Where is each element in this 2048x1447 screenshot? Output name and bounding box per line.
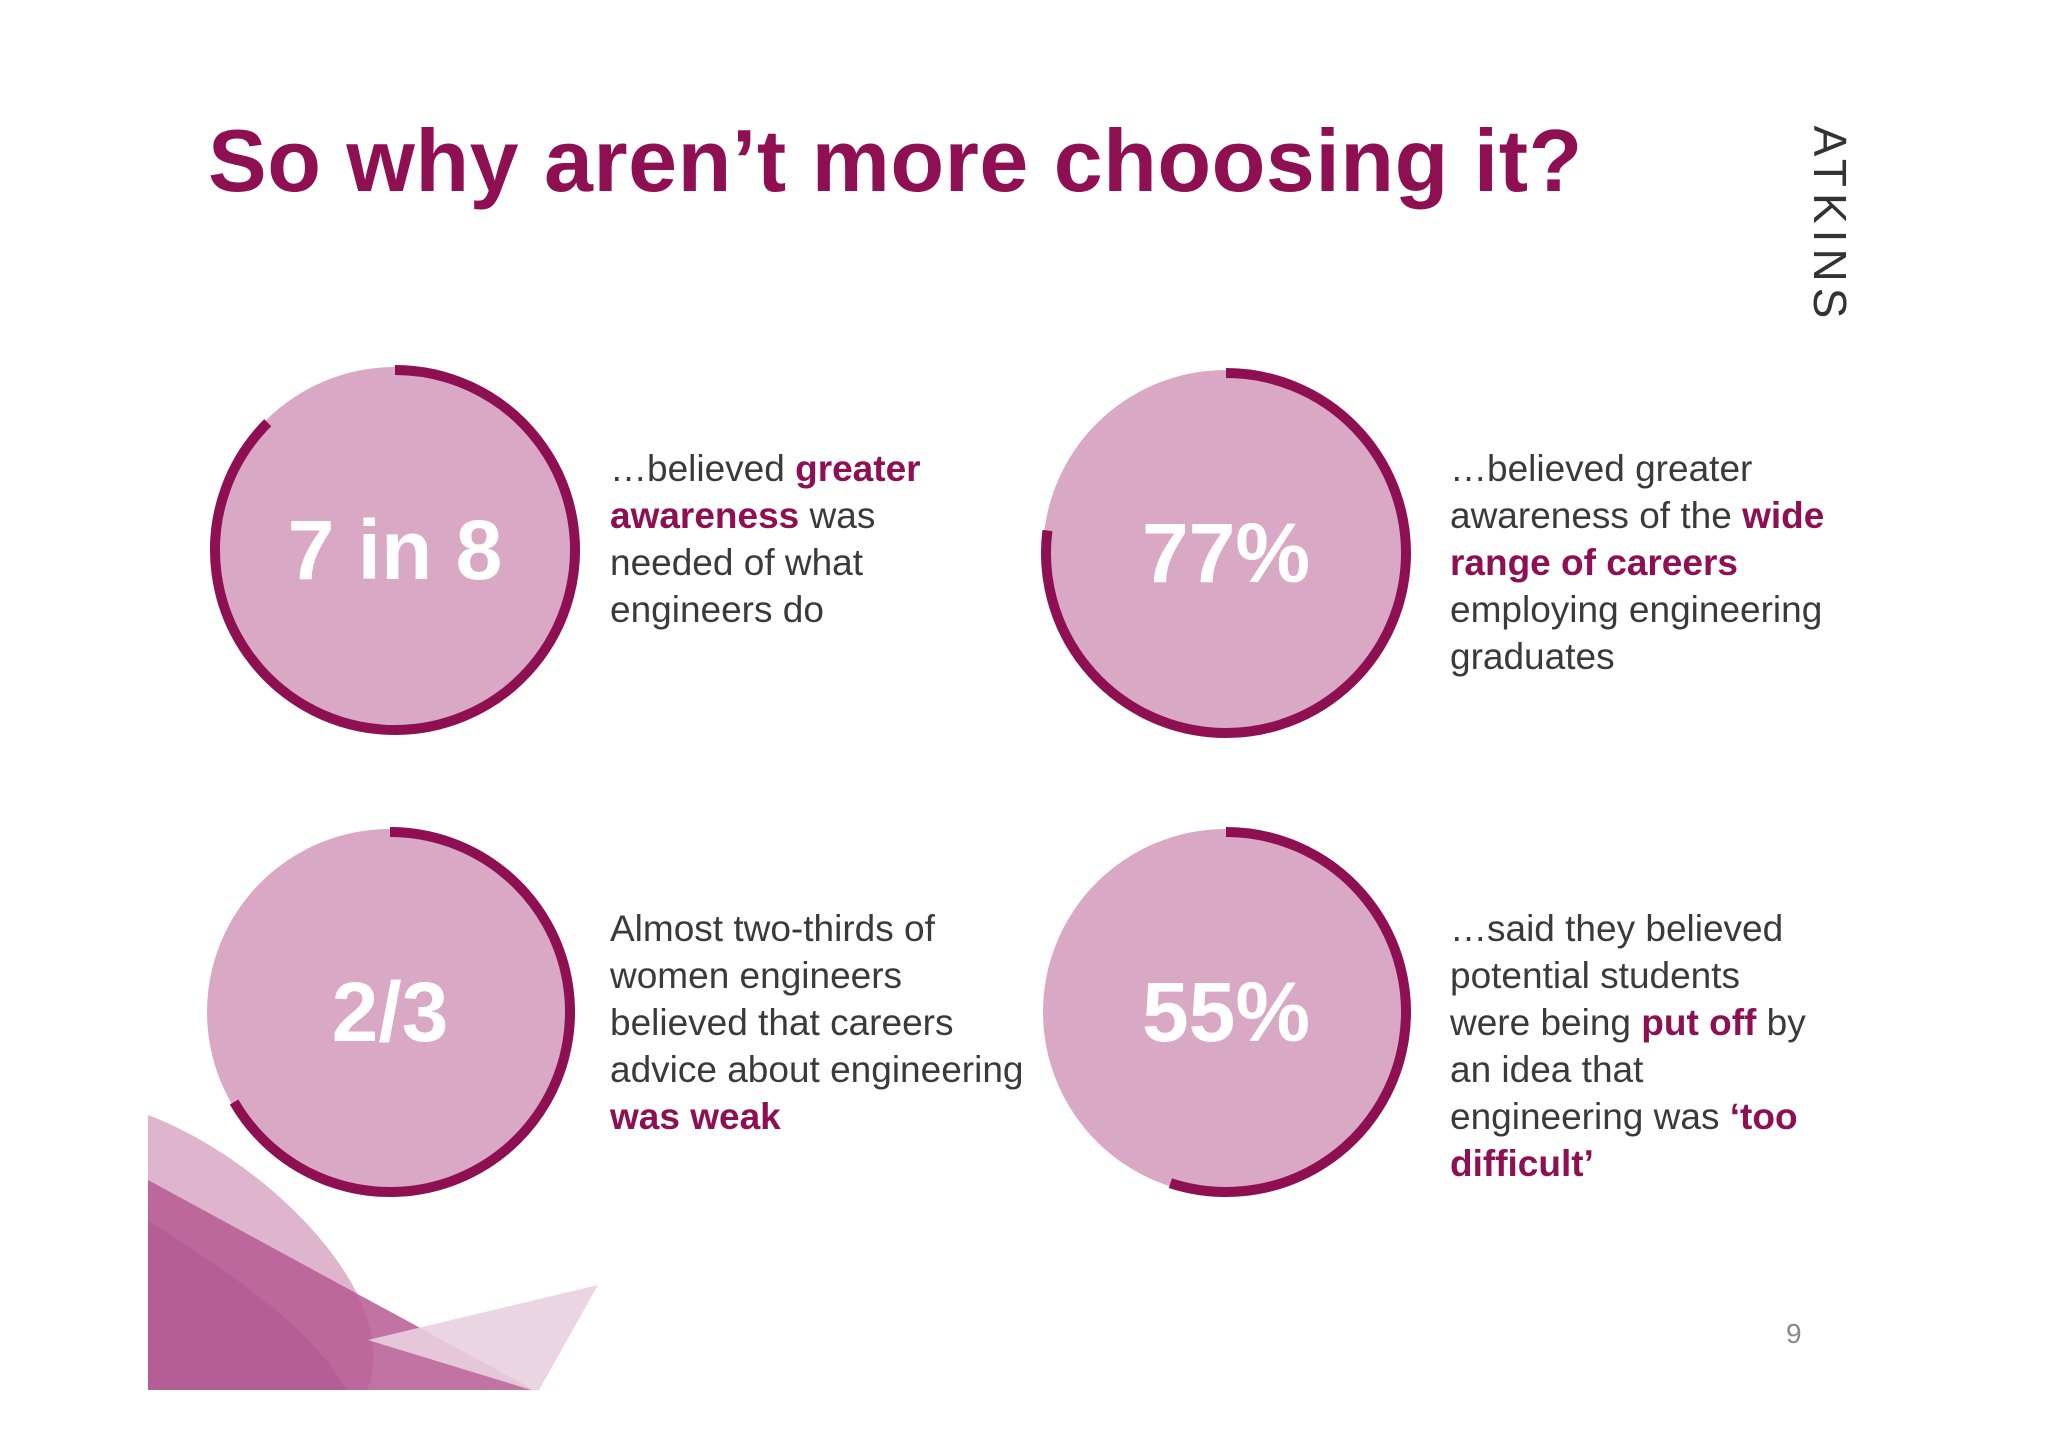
desc-1-text-b: was needed of what engineers do [610, 495, 876, 630]
desc-3-highlight: was weak [610, 1096, 781, 1137]
progress-ring-4 [1043, 827, 1411, 1197]
desc-4-text-b: by an idea that engineering was [1450, 1002, 1806, 1137]
progress-arc-3 [229, 827, 575, 1197]
decorative-shapes [148, 1115, 598, 1390]
atkins-logo: ATKINS [1800, 126, 1860, 325]
desc-1-highlight: greater awareness [610, 448, 921, 536]
stat-circle-3: 2/3 [200, 822, 580, 1202]
stat-value-2: 77% [1141, 505, 1311, 600]
stat-value-4: 55% [1141, 964, 1311, 1059]
desc-4-highlight-a: put off [1641, 1002, 1757, 1043]
slide-title: So why aren’t more choosing it? [208, 111, 1583, 210]
desc-4-highlight-b: ‘too difficult’ [1450, 1096, 1798, 1184]
progress-arc-1 [210, 365, 580, 735]
logo-text: ATKINS [1804, 125, 1856, 325]
desc-2-text-a: …believed greater awareness of the [1450, 448, 1753, 536]
desc-2-text-b: employing engineering graduates [1450, 589, 1823, 677]
stat-circle-2: 77% [1036, 363, 1416, 743]
progress-ring-3 [207, 827, 575, 1197]
stat-circle-4: 55% [1036, 822, 1416, 1202]
desc-4-text-a: …said they believed potential students w… [1450, 908, 1784, 1043]
progress-arc-4 [1168, 827, 1411, 1197]
stat-description-2: …believed greater awareness of the wide … [1450, 445, 1870, 680]
progress-ring-2 [1041, 368, 1411, 738]
stat-value-3: 2/3 [331, 964, 449, 1059]
progress-ring-1 [210, 365, 580, 735]
stat-description-4: …said they believed potential students w… [1450, 905, 1830, 1187]
desc-2-highlight: wide range of careers [1450, 495, 1825, 583]
stat-value-1: 7 in 8 [287, 502, 503, 597]
stat-circle-1: 7 in 8 [205, 360, 585, 740]
progress-arc-2 [1041, 368, 1411, 738]
desc-1-text-a: …believed [610, 448, 796, 489]
stat-description-3: Almost two-thirds of women engineers bel… [610, 905, 1030, 1140]
page-number: 9 [1786, 1318, 1802, 1349]
stat-description-1: …believed greater awareness was needed o… [610, 445, 990, 633]
desc-3-text-a: Almost two-thirds of women engineers bel… [610, 908, 1024, 1090]
